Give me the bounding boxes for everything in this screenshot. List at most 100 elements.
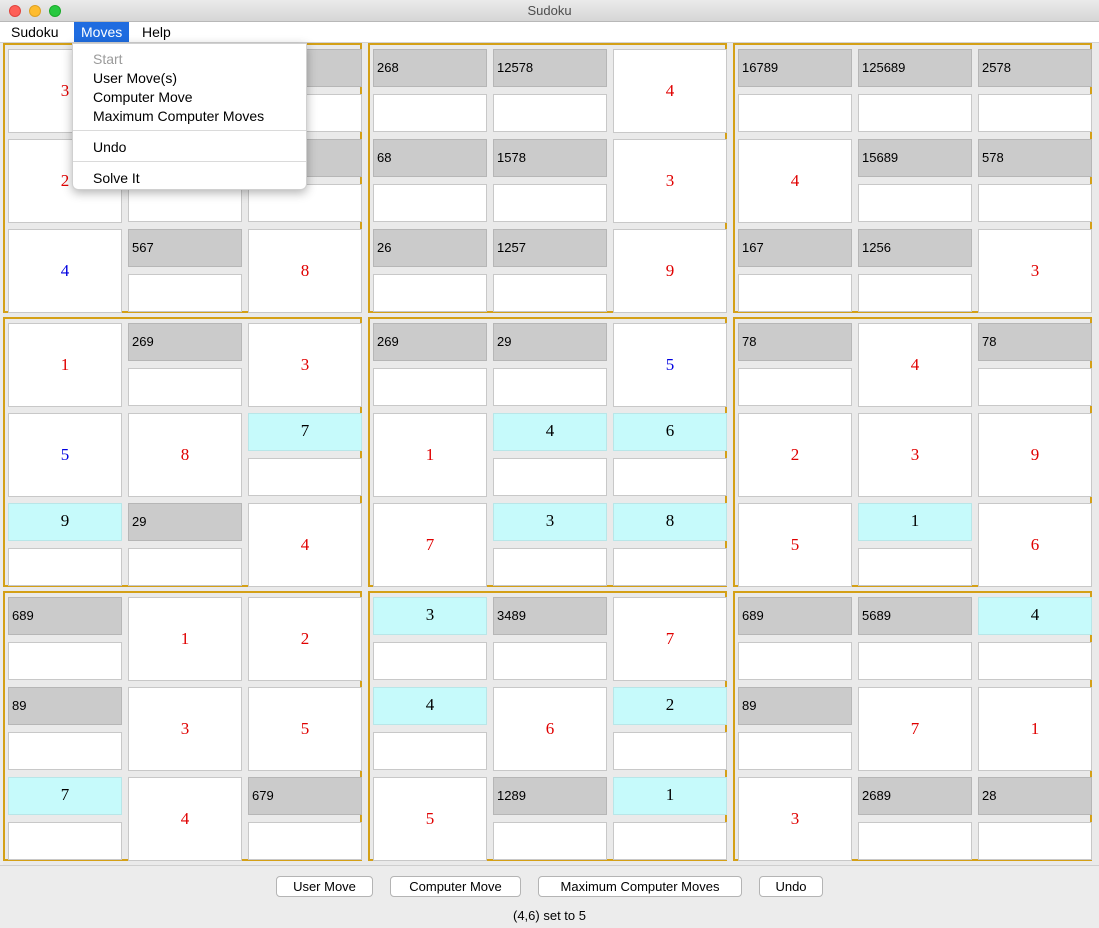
sudoku-cell[interactable]: 2 bbox=[738, 413, 852, 497]
cell-input[interactable] bbox=[978, 94, 1092, 132]
sudoku-cell[interactable]: 78 bbox=[738, 323, 852, 407]
sudoku-cell[interactable]: 3 bbox=[613, 139, 727, 223]
sudoku-cell[interactable]: 4 bbox=[613, 49, 727, 133]
cell-input[interactable] bbox=[373, 732, 487, 770]
cell-input[interactable] bbox=[248, 184, 362, 222]
cell-input[interactable] bbox=[493, 458, 607, 496]
sudoku-cell[interactable]: 7 bbox=[8, 777, 122, 861]
cell-input[interactable] bbox=[613, 732, 727, 770]
cell-input[interactable] bbox=[8, 642, 122, 680]
user-move-button[interactable]: User Move bbox=[276, 876, 373, 897]
maximum-computer-moves-button[interactable]: Maximum Computer Moves bbox=[538, 876, 742, 897]
cell-input[interactable] bbox=[858, 184, 972, 222]
cell-input[interactable] bbox=[493, 274, 607, 312]
sudoku-cell[interactable]: 268 bbox=[373, 49, 487, 133]
sudoku-cell[interactable]: 2578 bbox=[978, 49, 1092, 133]
sudoku-cell[interactable]: 5 bbox=[373, 777, 487, 861]
menu-moves[interactable]: Moves bbox=[74, 22, 130, 42]
menu-item-user-moves[interactable]: User Move(s) bbox=[93, 70, 178, 86]
sudoku-cell[interactable]: 8 bbox=[613, 503, 727, 587]
sudoku-cell[interactable]: 1256 bbox=[858, 229, 972, 313]
cell-input[interactable] bbox=[738, 94, 852, 132]
cell-input[interactable] bbox=[373, 642, 487, 680]
sudoku-cell[interactable]: 5 bbox=[8, 413, 122, 497]
sudoku-cell[interactable]: 8 bbox=[128, 413, 242, 497]
cell-input[interactable] bbox=[858, 822, 972, 860]
sudoku-cell[interactable]: 5689 bbox=[858, 597, 972, 681]
sudoku-cell[interactable]: 78 bbox=[978, 323, 1092, 407]
cell-input[interactable] bbox=[248, 822, 362, 860]
cell-input[interactable] bbox=[738, 642, 852, 680]
cell-input[interactable] bbox=[493, 94, 607, 132]
sudoku-cell[interactable]: 4 bbox=[738, 139, 852, 223]
cell-input[interactable] bbox=[858, 642, 972, 680]
cell-input[interactable] bbox=[738, 732, 852, 770]
sudoku-cell[interactable]: 4 bbox=[858, 323, 972, 407]
cell-input[interactable] bbox=[858, 94, 972, 132]
sudoku-cell[interactable]: 689 bbox=[8, 597, 122, 681]
sudoku-cell[interactable]: 3 bbox=[128, 687, 242, 771]
sudoku-cell[interactable]: 3 bbox=[373, 597, 487, 681]
sudoku-cell[interactable]: 3 bbox=[858, 413, 972, 497]
sudoku-cell[interactable]: 3 bbox=[738, 777, 852, 861]
close-window-button[interactable] bbox=[9, 5, 21, 17]
cell-input[interactable] bbox=[613, 458, 727, 496]
cell-input[interactable] bbox=[978, 368, 1092, 406]
sudoku-cell[interactable]: 567 bbox=[128, 229, 242, 313]
cell-input[interactable] bbox=[858, 548, 972, 586]
sudoku-cell[interactable]: 4 bbox=[493, 413, 607, 497]
sudoku-cell[interactable]: 29 bbox=[128, 503, 242, 587]
sudoku-cell[interactable]: 3 bbox=[493, 503, 607, 587]
cell-input[interactable] bbox=[128, 368, 242, 406]
sudoku-cell[interactable]: 4 bbox=[978, 597, 1092, 681]
sudoku-cell[interactable]: 6 bbox=[978, 503, 1092, 587]
sudoku-cell[interactable]: 9 bbox=[978, 413, 1092, 497]
sudoku-cell[interactable]: 269 bbox=[128, 323, 242, 407]
sudoku-cell[interactable]: 2 bbox=[613, 687, 727, 771]
computer-move-button[interactable]: Computer Move bbox=[390, 876, 521, 897]
cell-input[interactable] bbox=[613, 822, 727, 860]
sudoku-cell[interactable]: 1 bbox=[128, 597, 242, 681]
cell-input[interactable] bbox=[248, 458, 362, 496]
cell-input[interactable] bbox=[493, 184, 607, 222]
sudoku-cell[interactable]: 1578 bbox=[493, 139, 607, 223]
cell-input[interactable] bbox=[738, 368, 852, 406]
sudoku-cell[interactable]: 4 bbox=[248, 503, 362, 587]
cell-input[interactable] bbox=[613, 548, 727, 586]
cell-input[interactable] bbox=[978, 184, 1092, 222]
sudoku-cell[interactable]: 3 bbox=[978, 229, 1092, 313]
sudoku-cell[interactable]: 89 bbox=[8, 687, 122, 771]
cell-input[interactable] bbox=[738, 274, 852, 312]
sudoku-cell[interactable]: 679 bbox=[248, 777, 362, 861]
zoom-window-button[interactable] bbox=[49, 5, 61, 17]
sudoku-cell[interactable]: 7 bbox=[613, 597, 727, 681]
sudoku-cell[interactable]: 5 bbox=[738, 503, 852, 587]
cell-input[interactable] bbox=[978, 642, 1092, 680]
cell-input[interactable] bbox=[8, 732, 122, 770]
sudoku-cell[interactable]: 7 bbox=[373, 503, 487, 587]
sudoku-cell[interactable]: 12578 bbox=[493, 49, 607, 133]
sudoku-cell[interactable]: 167 bbox=[738, 229, 852, 313]
cell-input[interactable] bbox=[8, 548, 122, 586]
minimize-window-button[interactable] bbox=[29, 5, 41, 17]
sudoku-cell[interactable]: 269 bbox=[373, 323, 487, 407]
sudoku-cell[interactable]: 689 bbox=[738, 597, 852, 681]
sudoku-cell[interactable]: 26 bbox=[373, 229, 487, 313]
cell-input[interactable] bbox=[493, 642, 607, 680]
cell-input[interactable] bbox=[128, 548, 242, 586]
cell-input[interactable] bbox=[978, 822, 1092, 860]
cell-input[interactable] bbox=[8, 822, 122, 860]
sudoku-cell[interactable]: 4 bbox=[128, 777, 242, 861]
sudoku-cell[interactable]: 1289 bbox=[493, 777, 607, 861]
sudoku-cell[interactable]: 6 bbox=[493, 687, 607, 771]
sudoku-cell[interactable]: 16789 bbox=[738, 49, 852, 133]
cell-input[interactable] bbox=[373, 94, 487, 132]
sudoku-cell[interactable]: 6 bbox=[613, 413, 727, 497]
sudoku-cell[interactable]: 7 bbox=[858, 687, 972, 771]
cell-input[interactable] bbox=[493, 368, 607, 406]
sudoku-cell[interactable]: 28 bbox=[978, 777, 1092, 861]
sudoku-cell[interactable]: 15689 bbox=[858, 139, 972, 223]
sudoku-cell[interactable]: 1 bbox=[373, 413, 487, 497]
cell-input[interactable] bbox=[858, 274, 972, 312]
sudoku-cell[interactable]: 1 bbox=[613, 777, 727, 861]
